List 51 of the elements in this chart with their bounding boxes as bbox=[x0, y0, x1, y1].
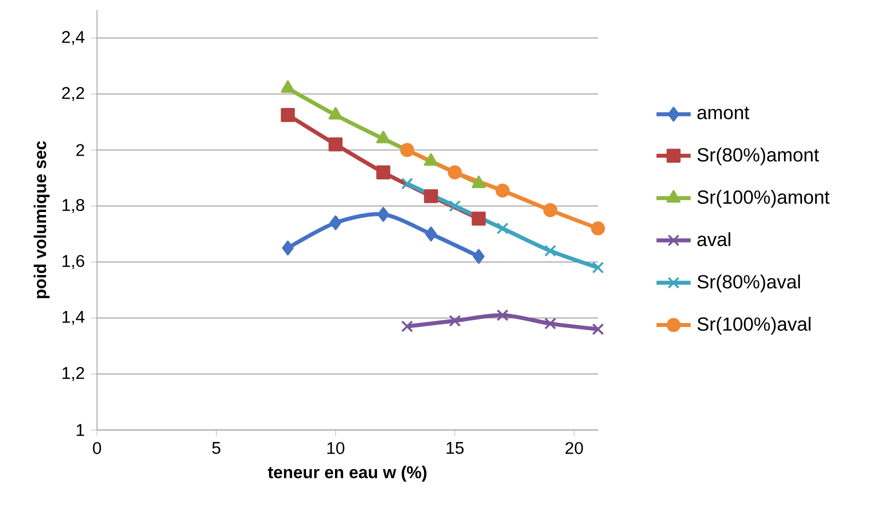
point bbox=[400, 142, 414, 157]
point bbox=[424, 153, 438, 166]
y-tick-label: 2,4 bbox=[62, 30, 84, 46]
y-tick-label: 1,2 bbox=[62, 366, 84, 381]
point bbox=[377, 206, 390, 222]
point bbox=[448, 200, 461, 212]
point bbox=[544, 318, 556, 330]
point bbox=[496, 184, 510, 198]
x-tick-label: 15 bbox=[446, 442, 464, 454]
point bbox=[591, 221, 605, 236]
point bbox=[280, 108, 295, 122]
point bbox=[472, 248, 485, 264]
legend-label: aval bbox=[697, 232, 730, 246]
x-tick-label: 0 bbox=[92, 442, 102, 454]
x-tick-label: 20 bbox=[566, 442, 583, 454]
y-tick-label: 1 bbox=[76, 424, 84, 436]
point bbox=[376, 165, 390, 180]
point bbox=[472, 212, 486, 226]
y-tick-label: 1,4 bbox=[62, 311, 84, 325]
legend-label: Sr(100%)aval bbox=[698, 316, 810, 335]
point bbox=[328, 106, 343, 120]
point bbox=[425, 226, 437, 242]
y-tick-label: 1,8 bbox=[62, 198, 84, 213]
point bbox=[496, 309, 509, 322]
point bbox=[401, 320, 414, 332]
point bbox=[424, 189, 438, 204]
point bbox=[330, 215, 342, 230]
point bbox=[282, 240, 294, 256]
point bbox=[544, 244, 556, 257]
point bbox=[448, 314, 461, 327]
y-axis-title: poid volumique sec bbox=[34, 141, 50, 298]
point bbox=[376, 130, 390, 144]
point bbox=[448, 165, 462, 180]
y-tick-label: 1,6 bbox=[62, 254, 84, 269]
point bbox=[328, 137, 343, 152]
point bbox=[496, 222, 509, 234]
point bbox=[401, 178, 414, 190]
point bbox=[592, 262, 604, 274]
y-tick-label: 2 bbox=[76, 144, 84, 156]
y-tick-label: 2,2 bbox=[62, 86, 84, 102]
point bbox=[592, 323, 604, 336]
point bbox=[280, 80, 295, 93]
x-tick-label: 10 bbox=[327, 442, 344, 454]
x-tick-label: 5 bbox=[212, 442, 220, 454]
legend-label: amont bbox=[697, 106, 750, 120]
point bbox=[472, 176, 486, 188]
legend-label: Sr(80%)amont bbox=[698, 148, 819, 166]
point bbox=[543, 203, 558, 218]
x-axis-title: teneur en eau w (%) bbox=[268, 466, 426, 482]
legend-label: Sr(100%)amont bbox=[698, 190, 830, 208]
legend-label: Sr(80%)aval bbox=[698, 274, 800, 292]
